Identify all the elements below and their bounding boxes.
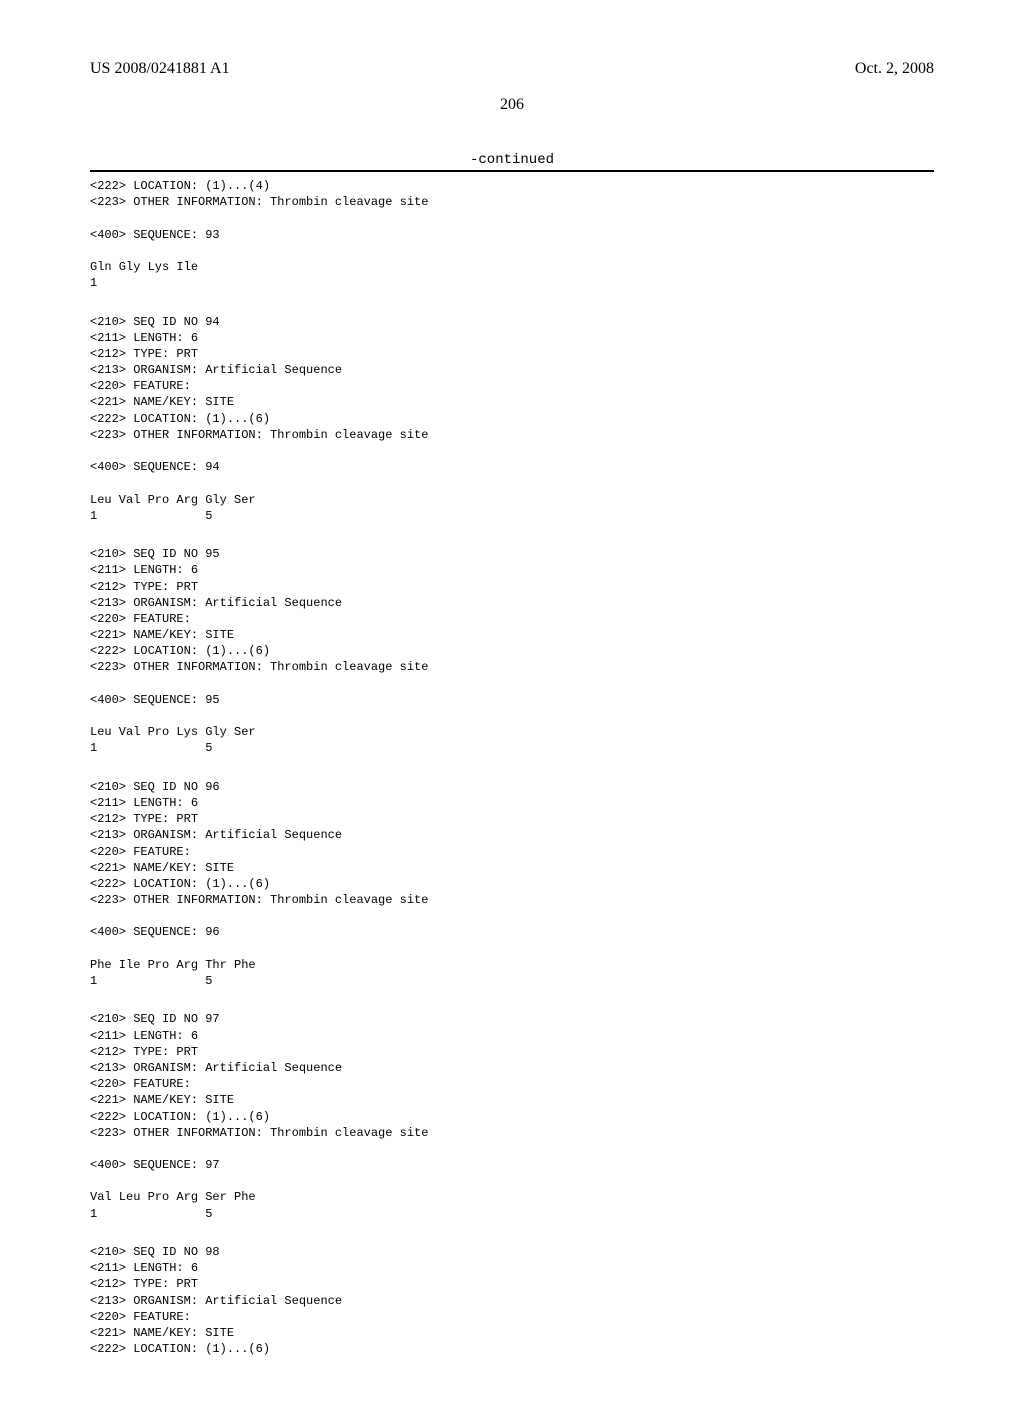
page-number: 206 bbox=[90, 96, 934, 114]
page-header: US 2008/0241881 A1 Oct. 2, 2008 bbox=[90, 60, 934, 78]
publication-number: US 2008/0241881 A1 bbox=[90, 60, 230, 78]
sequence-listing-98: <210> SEQ ID NO 98 <211> LENGTH: 6 <212>… bbox=[90, 1244, 934, 1357]
sequence-listing-97: <210> SEQ ID NO 97 <211> LENGTH: 6 <212>… bbox=[90, 1011, 934, 1238]
sequence-listing-95: <210> SEQ ID NO 95 <211> LENGTH: 6 <212>… bbox=[90, 546, 934, 773]
continued-label: -continued bbox=[90, 152, 934, 172]
sequence-listing-96: <210> SEQ ID NO 96 <211> LENGTH: 6 <212>… bbox=[90, 779, 934, 1006]
sequence-listing-pre: <222> LOCATION: (1)...(4) <223> OTHER IN… bbox=[90, 178, 934, 308]
sequence-listing-94: <210> SEQ ID NO 94 <211> LENGTH: 6 <212>… bbox=[90, 314, 934, 541]
publication-date: Oct. 2, 2008 bbox=[855, 60, 934, 78]
page-content: US 2008/0241881 A1 Oct. 2, 2008 206 -con… bbox=[0, 0, 1024, 1417]
